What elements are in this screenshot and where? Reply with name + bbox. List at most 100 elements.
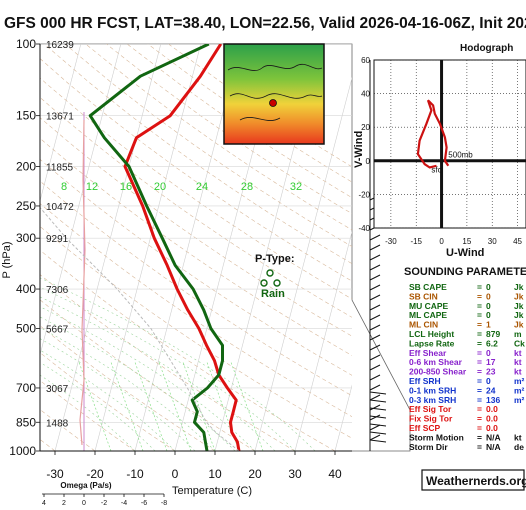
wind-barb bbox=[369, 294, 381, 301]
omega-tick-label: -2 bbox=[101, 500, 107, 507]
sounding-param-value: 24 bbox=[486, 385, 496, 395]
wind-barb bbox=[369, 254, 381, 261]
sounding-param-equals: = bbox=[477, 357, 482, 367]
height-label: 1488 bbox=[46, 418, 69, 429]
sounding-param-equals: = bbox=[477, 376, 482, 386]
hodograph-trace bbox=[416, 99, 450, 169]
temperature-tick-label: -20 bbox=[86, 467, 104, 481]
hodograph: Hodograph 500mb sfc -30 -15 0 15 30 45 60 40 20 0 -2… bbox=[353, 43, 526, 259]
sounding-param-value: 17 bbox=[486, 357, 496, 367]
hodograph-ytick-label: -40 bbox=[358, 224, 370, 233]
pressure-tick-label: 200 bbox=[16, 160, 36, 174]
pressure-axis-label: P (hPa) bbox=[1, 241, 13, 278]
sounding-param-label: Eff SRH bbox=[409, 376, 441, 386]
sounding-param-value: 6.2 bbox=[486, 338, 498, 348]
wind-barbs bbox=[369, 60, 387, 451]
sounding-param-unit: Jk bbox=[514, 320, 524, 330]
sounding-param-unit: kt bbox=[514, 348, 522, 358]
ptype-indicator: P-Type: Rain bbox=[255, 253, 295, 300]
pressure-tick-label: 850 bbox=[16, 415, 36, 429]
rain-symbol bbox=[266, 269, 274, 277]
sounding-param-label: MU CAPE bbox=[409, 301, 449, 311]
isotherm-line bbox=[294, 230, 352, 451]
rain-symbol bbox=[273, 279, 281, 287]
hodograph-xtick-label: 30 bbox=[488, 237, 497, 246]
skewt-labels: 1001502002503004005007008501000162391367… bbox=[1, 37, 352, 507]
sounding-param-equals: = bbox=[477, 291, 482, 301]
sounding-param-label: Storm Motion bbox=[409, 432, 464, 442]
sounding-param-unit: de bbox=[514, 442, 524, 452]
sounding-parameters: SOUNDING PARAMETER SB CAPE = 0 Jk SB CIN = 0 Jk… bbox=[404, 266, 526, 452]
location-marker bbox=[269, 99, 277, 107]
sounding-param-equals: = bbox=[477, 310, 482, 320]
omega-tick-label: 0 bbox=[82, 500, 86, 507]
sounding-param-equals: = bbox=[477, 348, 482, 358]
mixing-ratio-label: 8 bbox=[61, 181, 67, 193]
sounding-param-unit: m² bbox=[514, 385, 525, 395]
height-label: 5667 bbox=[46, 324, 69, 335]
hodograph-ytick-label: -20 bbox=[358, 190, 370, 199]
wind-barb bbox=[369, 274, 381, 281]
sounding-param-value: 0.0 bbox=[486, 404, 498, 414]
isotherm-line bbox=[40, 44, 82, 203]
pressure-tick-label: 100 bbox=[16, 37, 36, 51]
height-label: 16239 bbox=[46, 40, 74, 51]
sounding-param-label: ML CAPE bbox=[409, 310, 447, 320]
wind-barb bbox=[369, 391, 387, 395]
temperature-tick-label: -10 bbox=[126, 467, 144, 481]
sounding-param-unit: Jk bbox=[514, 291, 524, 301]
sounding-param-equals: = bbox=[477, 301, 482, 311]
wind-barb bbox=[369, 344, 381, 351]
sounding-param-equals: = bbox=[477, 404, 482, 414]
omega-tick-label: -6 bbox=[141, 500, 147, 507]
wind-barb bbox=[369, 264, 381, 271]
location-map bbox=[223, 43, 325, 145]
height-label: 9291 bbox=[46, 234, 69, 245]
sounding-param-unit: Ck bbox=[514, 338, 525, 348]
sounding-param-value: 0 bbox=[486, 310, 491, 320]
pressure-tick-label: 500 bbox=[16, 321, 36, 335]
wind-barb bbox=[369, 423, 387, 427]
sounding-param-value: 0.0 bbox=[486, 414, 498, 424]
sounding-param-label: Storm Dir bbox=[409, 442, 448, 452]
wind-barb bbox=[369, 284, 381, 291]
sounding-param-unit: m² bbox=[514, 395, 525, 405]
wind-barb bbox=[369, 399, 387, 403]
hodograph-ytick-label: 60 bbox=[361, 56, 370, 65]
temperature-tick-label: 10 bbox=[208, 467, 222, 481]
omega-axis-label: Omega (Pa/s) bbox=[60, 481, 111, 490]
sounding-param-value: 1 bbox=[486, 320, 491, 330]
height-label: 7306 bbox=[46, 285, 69, 296]
rain-symbol bbox=[260, 279, 268, 287]
temperature-line bbox=[123, 44, 241, 451]
wind-barb bbox=[369, 234, 381, 241]
hodograph-xlabel: U-Wind bbox=[446, 247, 484, 259]
wind-barb bbox=[369, 364, 381, 371]
sounding-param-label: Lapse Rate bbox=[409, 338, 455, 348]
dewpoint-line bbox=[88, 44, 224, 451]
sounding-param-label: Fix Sig Tor bbox=[409, 414, 453, 424]
hodograph-ytick-label: 0 bbox=[366, 157, 371, 166]
sounding-param-value: 0 bbox=[486, 282, 491, 292]
brand-frame bbox=[421, 469, 525, 491]
pressure-tick-label: 700 bbox=[16, 381, 36, 395]
omega-tick-label: 4 bbox=[42, 500, 46, 507]
wind-barb bbox=[369, 244, 381, 251]
sounding-param-equals: = bbox=[477, 338, 482, 348]
wind-barb bbox=[369, 431, 387, 435]
skewt-series bbox=[40, 44, 241, 451]
wind-barb bbox=[369, 314, 381, 321]
sounding-param-equals: = bbox=[477, 385, 482, 395]
hodograph-ylabel: V-Wind bbox=[353, 131, 365, 168]
sounding-param-label: Eff Sig Tor bbox=[409, 404, 452, 414]
wind-barb bbox=[369, 439, 387, 443]
sounding-param-equals: = bbox=[477, 329, 482, 339]
wind-barb bbox=[369, 304, 381, 311]
pressure-tick-label: 300 bbox=[16, 231, 36, 245]
sounding-param-equals: = bbox=[477, 320, 482, 330]
sounding-param-value: N/A bbox=[486, 432, 501, 442]
wind-barb bbox=[369, 394, 381, 401]
omega-tick-label: -8 bbox=[161, 500, 167, 507]
sounding-param-label: 200-850 Shear bbox=[409, 367, 467, 377]
wind-barb bbox=[369, 407, 387, 411]
